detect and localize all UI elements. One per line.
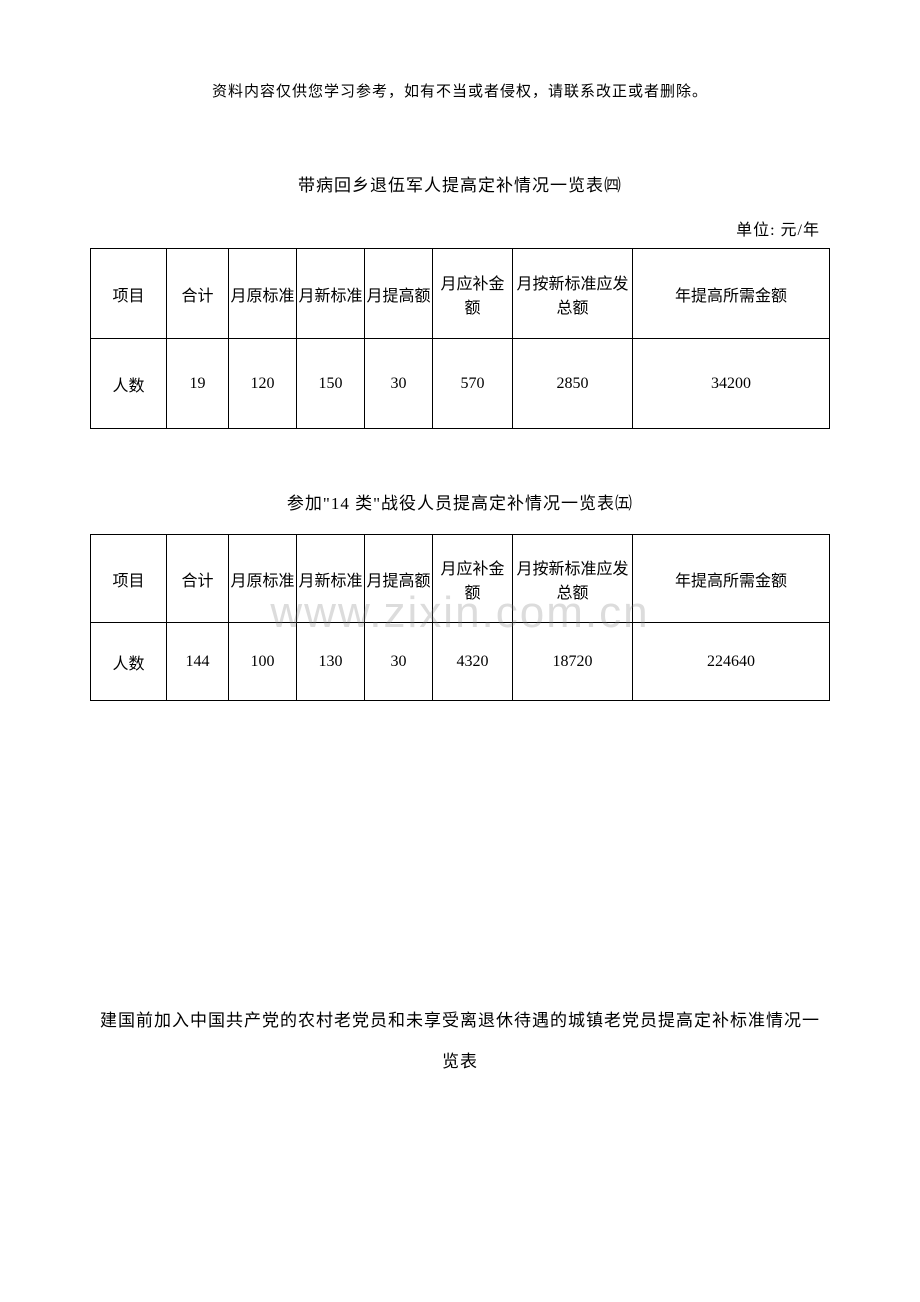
cell: 30 — [365, 339, 433, 429]
col-header: 月提高额 — [365, 535, 433, 623]
cell: 2850 — [513, 339, 633, 429]
col-header: 项目 — [91, 535, 167, 623]
cell: 130 — [297, 623, 365, 701]
table4-title: 带病回乡退伍军人提高定补情况一览表㈣ — [90, 171, 830, 196]
table5-title: 参加"14 类"战役人员提高定补情况一览表㈤ — [90, 489, 830, 514]
col-header: 月新标准 — [297, 249, 365, 339]
col-header: 月新标准 — [297, 535, 365, 623]
cell: 34200 — [633, 339, 830, 429]
col-header: 月应补金额 — [433, 249, 513, 339]
table-row: 项目 合计 月原标准 月新标准 月提高额 月应补金额 月按新标准应发总额 年提高… — [91, 249, 830, 339]
cell: 4320 — [433, 623, 513, 701]
table-row: 人数 19 120 150 30 570 2850 34200 — [91, 339, 830, 429]
col-header: 年提高所需金额 — [633, 249, 830, 339]
col-header: 月应补金额 — [433, 535, 513, 623]
cell: 18720 — [513, 623, 633, 701]
table-4: 项目 合计 月原标准 月新标准 月提高额 月应补金额 月按新标准应发总额 年提高… — [90, 248, 830, 429]
bottom-section-title: 建国前加入中国共产党的农村老党员和未享受离退休待遇的城镇老党员提高定补标准情况一… — [90, 1001, 830, 1083]
cell: 30 — [365, 623, 433, 701]
table-5: 项目 合计 月原标准 月新标准 月提高额 月应补金额 月按新标准应发总额 年提高… — [90, 534, 830, 701]
row-label: 人数 — [91, 339, 167, 429]
table-row: 项目 合计 月原标准 月新标准 月提高额 月应补金额 月按新标准应发总额 年提高… — [91, 535, 830, 623]
cell: 570 — [433, 339, 513, 429]
cell: 100 — [229, 623, 297, 701]
col-header: 月按新标准应发总额 — [513, 249, 633, 339]
col-header: 项目 — [91, 249, 167, 339]
table4-unit: 单位: 元/年 — [90, 216, 830, 240]
cell: 144 — [167, 623, 229, 701]
col-header: 月提高额 — [365, 249, 433, 339]
header-note: 资料内容仅供您学习参考，如有不当或者侵权，请联系改正或者删除。 — [90, 80, 830, 101]
col-header: 合计 — [167, 535, 229, 623]
col-header: 年提高所需金额 — [633, 535, 830, 623]
col-header: 月原标准 — [229, 535, 297, 623]
table-row: 人数 144 100 130 30 4320 18720 224640 — [91, 623, 830, 701]
col-header: 月按新标准应发总额 — [513, 535, 633, 623]
col-header: 合计 — [167, 249, 229, 339]
cell: 120 — [229, 339, 297, 429]
row-label: 人数 — [91, 623, 167, 701]
col-header: 月原标准 — [229, 249, 297, 339]
cell: 19 — [167, 339, 229, 429]
cell: 224640 — [633, 623, 830, 701]
cell: 150 — [297, 339, 365, 429]
